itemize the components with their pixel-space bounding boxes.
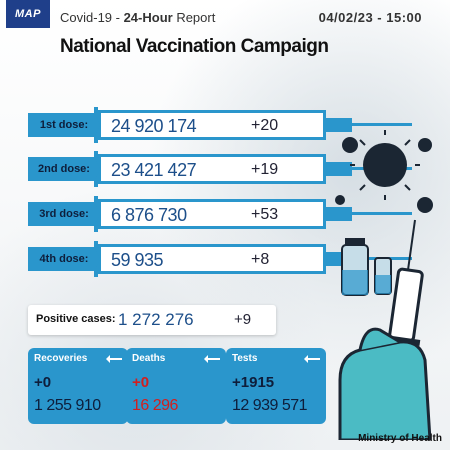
report-prefix: Covid-19 - bbox=[60, 10, 124, 25]
deaths-card: Deaths +0 16 296 bbox=[126, 348, 226, 424]
syringe-barrel: 24 920 174 +20 bbox=[98, 110, 326, 140]
map-logo: MAP bbox=[6, 0, 50, 28]
card-delta: +0 bbox=[132, 374, 150, 391]
dose-delta: +53 bbox=[251, 206, 279, 223]
report-suffix: Report bbox=[172, 10, 216, 25]
card-total: 12 939 571 bbox=[232, 397, 308, 414]
dose-row-3: 6 876 730 +53 3rd dose: bbox=[28, 196, 418, 232]
vial-icon bbox=[341, 238, 392, 296]
report-header: Covid-19 - 24-Hour Report bbox=[60, 10, 215, 25]
syringe-hub bbox=[326, 207, 352, 221]
arrow-left-icon bbox=[204, 355, 220, 363]
tests-card: Tests +1915 12 939 571 bbox=[226, 348, 326, 424]
dose-row-1: 24 920 174 +20 1st dose: bbox=[28, 107, 418, 143]
syringe-needle bbox=[352, 212, 412, 215]
syringe-icon bbox=[388, 219, 424, 346]
dose-row-2: 23 421 427 +19 2nd dose: bbox=[28, 151, 418, 187]
recoveries-card: Recoveries +0 1 255 910 bbox=[28, 348, 128, 424]
arrow-left-icon bbox=[106, 355, 122, 363]
syringe-needle bbox=[352, 123, 412, 126]
arrow-left-icon bbox=[304, 355, 320, 363]
virus-icon bbox=[335, 130, 433, 213]
syringe-hub bbox=[326, 162, 352, 176]
card-total: 1 255 910 bbox=[34, 397, 101, 414]
dose-delta: +19 bbox=[251, 161, 279, 178]
ministry-credit: Ministry of Health bbox=[358, 433, 442, 444]
positive-cases-box: Positive cases: 1 272 276 +9 bbox=[28, 305, 276, 335]
hand-icon bbox=[338, 327, 432, 440]
card-label: Tests bbox=[232, 353, 258, 364]
syringe-barrel: 6 876 730 +53 bbox=[98, 199, 326, 229]
dose-total: 23 421 427 bbox=[111, 160, 197, 180]
card-total: 16 296 bbox=[132, 397, 178, 414]
page-title: National Vaccination Campaign bbox=[60, 36, 329, 57]
positive-cases-label: Positive cases: bbox=[36, 313, 116, 325]
dose-delta: +20 bbox=[251, 117, 279, 134]
dose-label: 3rd dose: bbox=[28, 202, 100, 226]
dose-delta: +8 bbox=[251, 251, 270, 268]
dose-label: 4th dose: bbox=[28, 247, 100, 271]
card-label: Deaths bbox=[132, 353, 166, 364]
vaccine-illustration bbox=[335, 130, 433, 440]
dose-label: 2nd dose: bbox=[28, 157, 100, 181]
syringe-hub bbox=[326, 118, 352, 132]
card-delta: +1915 bbox=[232, 374, 275, 391]
dose-total: 59 935 bbox=[111, 250, 164, 270]
positive-cases-total: 1 272 276 bbox=[118, 310, 194, 329]
dose-total: 6 876 730 bbox=[111, 205, 187, 225]
report-datetime: 04/02/23 - 15:00 bbox=[318, 10, 422, 25]
dose-total: 24 920 174 bbox=[111, 116, 197, 136]
positive-cases-delta: +9 bbox=[234, 311, 252, 328]
report-period: 24-Hour bbox=[123, 10, 173, 25]
card-label: Recoveries bbox=[34, 353, 88, 364]
card-delta: +0 bbox=[34, 374, 52, 391]
syringe-barrel: 23 421 427 +19 bbox=[98, 154, 326, 184]
dose-row-4: 59 935 +8 4th dose: bbox=[28, 241, 418, 277]
dose-label: 1st dose: bbox=[28, 113, 100, 137]
syringe-barrel: 59 935 +8 bbox=[98, 244, 326, 274]
